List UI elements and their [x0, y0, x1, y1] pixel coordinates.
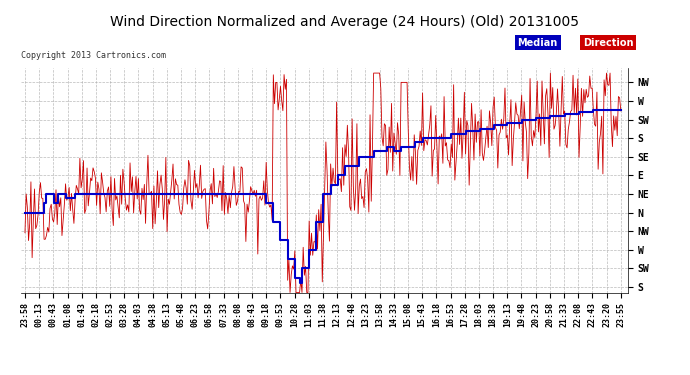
- Text: Copyright 2013 Cartronics.com: Copyright 2013 Cartronics.com: [21, 51, 166, 60]
- Text: Wind Direction Normalized and Average (24 Hours) (Old) 20131005: Wind Direction Normalized and Average (2…: [110, 15, 580, 29]
- Text: Direction: Direction: [583, 38, 633, 48]
- Text: Median: Median: [518, 38, 558, 48]
